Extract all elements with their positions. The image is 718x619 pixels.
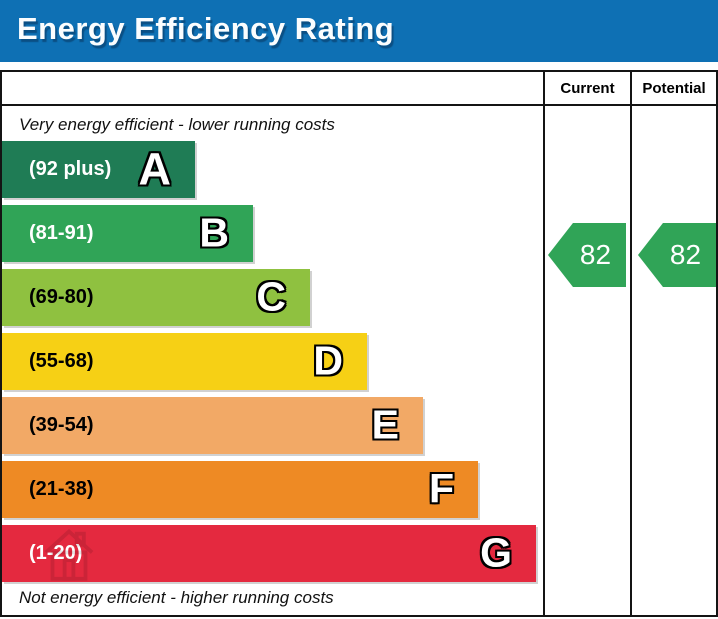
caption-not-efficient: Not energy efficient - higher running co… — [19, 588, 334, 607]
band-e-range-label: (39-54) — [29, 414, 94, 436]
current-column-header: Current — [545, 72, 630, 106]
band-g-letter: G — [480, 529, 512, 576]
house-watermark-icon — [44, 528, 94, 581]
current-column: Current 82 — [543, 72, 630, 615]
band-e: (39-54) E — [2, 397, 423, 454]
band-f: (21-38) F — [2, 461, 478, 518]
rating-table: Very energy efficient - lower running co… — [0, 70, 718, 617]
potential-column-header: Potential — [632, 72, 716, 106]
band-f-range-label: (21-38) — [29, 478, 94, 500]
band-f-letter: F — [428, 465, 454, 512]
bands-list: (92 plus) A (81-91) B (69-80) C — [2, 141, 543, 589]
band-c-range-label: (69-80) — [29, 286, 94, 308]
band-a-letter: A — [138, 143, 172, 195]
band-row-g: (1-20) G — [2, 525, 543, 582]
band-row-d: (55-68) D — [2, 333, 543, 390]
band-b: (81-91) B — [2, 205, 253, 262]
band-row-c: (69-80) C — [2, 269, 543, 326]
band-row-a: (92 plus) A — [2, 141, 543, 198]
band-d-range-label: (55-68) — [29, 350, 94, 372]
band-row-b: (81-91) B — [2, 205, 543, 262]
band-c: (69-80) C — [2, 269, 310, 326]
bands-column: Very energy efficient - lower running co… — [2, 72, 543, 615]
bands-column-header — [2, 72, 543, 106]
current-rating-arrow: 82 — [548, 223, 626, 287]
band-row-f: (21-38) F — [2, 461, 543, 518]
caption-very-efficient: Very energy efficient - lower running co… — [19, 115, 335, 134]
band-c-letter: C — [256, 273, 286, 320]
band-b-letter: B — [199, 209, 229, 256]
band-g: (1-20) G — [2, 525, 536, 582]
band-d: (55-68) D — [2, 333, 367, 390]
title-bar: Energy Efficiency Rating — [0, 0, 718, 62]
potential-column: Potential 82 — [630, 72, 716, 615]
band-row-e: (39-54) E — [2, 397, 543, 454]
band-e-letter: E — [371, 401, 399, 448]
potential-rating-value: 82 — [669, 239, 702, 270]
potential-rating-arrow: 82 — [638, 223, 716, 287]
band-a: (92 plus) A — [2, 141, 195, 198]
page-title: Energy Efficiency Rating — [17, 11, 395, 46]
band-d-letter: D — [313, 337, 343, 384]
current-rating-value: 82 — [579, 239, 612, 270]
band-b-range-label: (81-91) — [29, 222, 94, 244]
band-a-range-label: (92 plus) — [29, 158, 112, 180]
band-g-range-label: (1-20) — [29, 542, 83, 564]
